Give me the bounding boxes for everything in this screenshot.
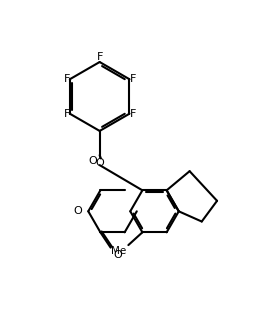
- Text: F: F: [63, 74, 70, 84]
- Text: O: O: [113, 250, 122, 260]
- Text: O: O: [89, 156, 98, 166]
- Text: O: O: [95, 158, 104, 168]
- Text: F: F: [130, 74, 136, 84]
- Text: F: F: [96, 52, 103, 62]
- Text: O: O: [73, 206, 82, 216]
- Text: F: F: [130, 109, 136, 119]
- Text: F: F: [63, 109, 70, 119]
- Text: Me: Me: [111, 246, 126, 256]
